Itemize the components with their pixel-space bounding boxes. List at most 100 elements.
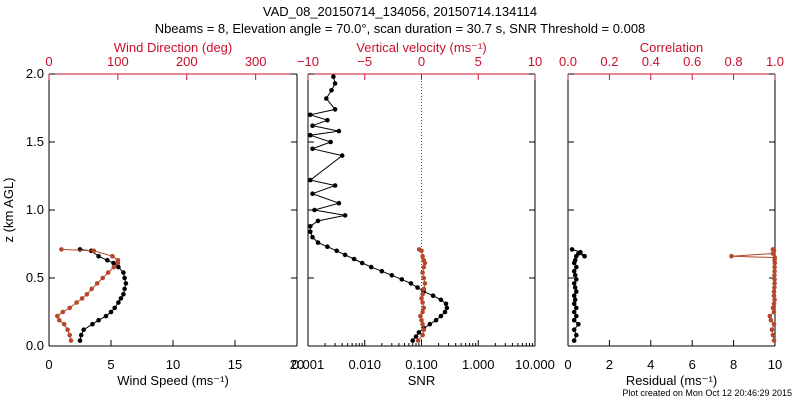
top-x-tick-label: 10 xyxy=(528,54,542,69)
series-1-point xyxy=(771,321,777,327)
series-1-point xyxy=(115,258,121,263)
series-0-point xyxy=(103,313,109,319)
series-1-point xyxy=(421,327,427,333)
series-0-point xyxy=(90,321,95,327)
series-1-point xyxy=(79,296,85,301)
series-1-point xyxy=(91,248,97,254)
series-0-point xyxy=(572,285,578,290)
y-axis-label: z (km AGL) xyxy=(1,177,16,242)
series-0-point xyxy=(325,117,330,123)
series-0-point xyxy=(444,305,450,311)
series-1-point xyxy=(421,275,427,281)
series-0-point xyxy=(108,309,114,315)
series-1-line xyxy=(731,249,776,341)
series-1-point xyxy=(729,253,734,259)
snr-panel: 0.001 0.010 0.100 1.000 10.000 SNR −10 −5 0 5 10 Ve… xyxy=(292,40,555,388)
series-1-point xyxy=(57,317,62,323)
top-x-tick-label: 200 xyxy=(176,54,198,69)
series-0-point xyxy=(574,305,579,311)
series-0-point xyxy=(576,321,581,327)
x-axis-label: Residual (ms⁻¹) xyxy=(626,373,717,388)
series-0-point xyxy=(332,183,338,188)
series-0-point xyxy=(572,273,578,278)
top-x-tick-label: 0.6 xyxy=(683,54,701,69)
series-1-point xyxy=(65,327,70,333)
x-axis-label: Wind Speed (ms⁻¹) xyxy=(117,373,229,388)
series-0-point xyxy=(572,258,578,263)
series-0-point xyxy=(78,332,84,338)
series-0-point xyxy=(77,338,83,343)
series-0-point xyxy=(336,200,342,206)
y-tick-label: 0.0 xyxy=(26,338,44,353)
series-0-point xyxy=(310,191,315,196)
series-0-point xyxy=(399,277,405,282)
series-0-point xyxy=(308,177,313,183)
x-tick-label: 8 xyxy=(730,357,737,372)
series-1-point xyxy=(772,281,777,286)
series-1-point xyxy=(769,327,775,333)
series-0-point xyxy=(427,321,433,327)
wind-panel: 0.0 0.5 1.0 1.5 2.0 z (km AGL) 0 5 10 15 20 Wind Sp… xyxy=(1,40,304,388)
series-0-point xyxy=(359,260,365,266)
series-0-point xyxy=(342,252,348,258)
x-tick-label: 10 xyxy=(166,357,180,372)
top-x-tick-label: 300 xyxy=(245,54,267,69)
series-0-point xyxy=(81,327,86,333)
top-axis-label: Vertical velocity (ms⁻¹) xyxy=(356,40,486,55)
x-axis-label: SNR xyxy=(408,373,435,388)
series-1-point xyxy=(416,247,422,252)
series-1-point xyxy=(420,332,425,338)
top-x-tick-label: 100 xyxy=(107,54,129,69)
series-1-point xyxy=(94,281,100,286)
top-x-tick-label: 1.0 xyxy=(766,54,784,69)
series-0-point xyxy=(96,253,101,259)
series-0-line xyxy=(308,76,448,341)
series-1-point xyxy=(419,296,424,301)
series-0-point xyxy=(324,96,329,101)
series-0-point xyxy=(111,260,116,266)
series-1-point xyxy=(68,338,74,343)
series-0-point xyxy=(574,313,579,319)
series-1-point xyxy=(771,301,777,307)
series-0-point xyxy=(332,81,338,86)
series-1-point xyxy=(422,281,428,286)
series-0-point xyxy=(96,317,101,323)
series-1-point xyxy=(420,300,425,305)
top-x-tick-label: 0 xyxy=(418,54,425,69)
series-1-point xyxy=(419,317,424,323)
series-0-point xyxy=(571,309,577,315)
series-0-point xyxy=(116,300,121,305)
series-0-point xyxy=(351,256,357,262)
series-0-point xyxy=(336,128,342,134)
series-1-point xyxy=(772,297,777,303)
x-tick-label: 10.000 xyxy=(515,357,555,372)
series-0-point xyxy=(342,213,348,218)
top-x-tick-label: 0.0 xyxy=(559,54,577,69)
series-0-point xyxy=(315,240,321,245)
series-1-point xyxy=(772,273,777,278)
series-0-point xyxy=(331,74,336,79)
series-0-point xyxy=(112,305,117,311)
series-0-point xyxy=(438,313,444,319)
series-1-point xyxy=(60,309,66,315)
series-0-point xyxy=(574,264,579,270)
series-1-point xyxy=(770,247,776,252)
series-0-point xyxy=(308,132,313,138)
top-x-tick-label: 0 xyxy=(45,54,52,69)
series-0-point xyxy=(413,334,419,339)
series-0-point xyxy=(122,286,127,292)
series-1-point xyxy=(420,309,425,315)
series-1-point xyxy=(771,293,777,299)
series-0-point xyxy=(569,247,575,252)
series-0-point xyxy=(574,277,579,282)
series-1-point xyxy=(418,313,423,319)
series-0-point xyxy=(325,244,330,249)
series-1-point xyxy=(768,317,774,323)
top-x-tick-label: 0.2 xyxy=(600,54,618,69)
series-0-point xyxy=(332,107,338,112)
series-0-point xyxy=(438,297,444,303)
series-0-point xyxy=(582,253,587,259)
x-tick-label: 0.001 xyxy=(292,357,325,372)
series-0-point xyxy=(416,330,422,335)
